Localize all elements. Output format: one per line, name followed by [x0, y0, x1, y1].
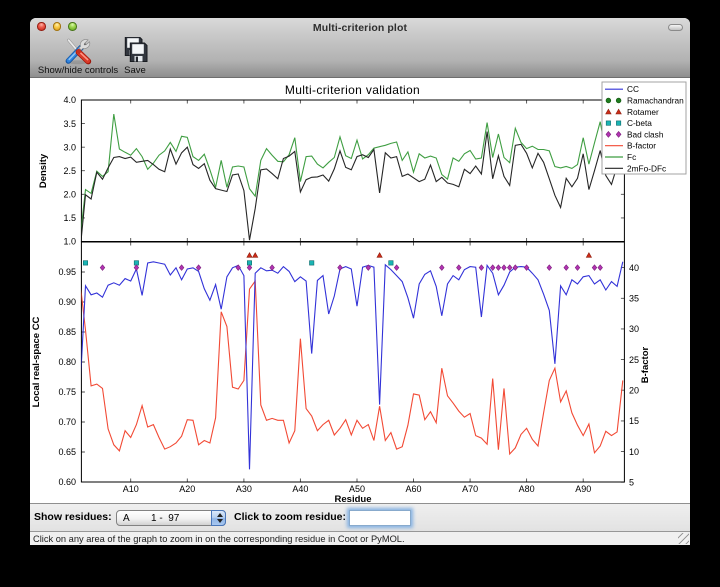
svg-text:A50: A50 [349, 484, 365, 494]
svg-text:1.5: 1.5 [63, 213, 76, 223]
svg-text:30: 30 [629, 324, 639, 334]
svg-text:25: 25 [629, 355, 639, 365]
svg-text:B-factor: B-factor [640, 346, 651, 383]
svg-text:0.70: 0.70 [58, 417, 76, 427]
svg-text:Local real-space CC: Local real-space CC [31, 316, 42, 407]
svg-text:0.95: 0.95 [58, 267, 76, 277]
svg-text:A90: A90 [575, 484, 591, 494]
svg-text:A10: A10 [123, 484, 139, 494]
svg-text:A60: A60 [405, 484, 421, 494]
svg-text:Multi-criterion validation: Multi-criterion validation [285, 83, 420, 97]
svg-text:0.85: 0.85 [58, 327, 76, 337]
svg-text:Ramachandran: Ramachandran [627, 96, 684, 106]
svg-text:3.5: 3.5 [63, 119, 76, 129]
svg-text:2mFo-DFc: 2mFo-DFc [627, 163, 666, 173]
svg-text:Density: Density [38, 153, 49, 188]
svg-text:1.0: 1.0 [63, 237, 76, 247]
svg-text:0.65: 0.65 [58, 447, 76, 457]
svg-text:4.0: 4.0 [63, 95, 76, 105]
svg-text:CC: CC [627, 84, 639, 94]
svg-text:A20: A20 [179, 484, 195, 494]
svg-text:Residue: Residue [335, 494, 372, 503]
svg-text:10: 10 [629, 447, 639, 457]
svg-text:Fc: Fc [627, 152, 636, 162]
svg-text:0.80: 0.80 [58, 357, 76, 367]
svg-text:20: 20 [629, 385, 639, 395]
svg-text:3.0: 3.0 [63, 142, 76, 152]
svg-text:5: 5 [629, 477, 634, 487]
svg-text:0.75: 0.75 [58, 387, 76, 397]
svg-text:0.60: 0.60 [58, 477, 76, 487]
svg-text:40: 40 [629, 263, 639, 273]
svg-text:2.0: 2.0 [63, 190, 76, 200]
svg-text:A40: A40 [292, 484, 308, 494]
svg-text:A30: A30 [236, 484, 252, 494]
svg-text:A80: A80 [519, 484, 535, 494]
svg-text:15: 15 [629, 416, 639, 426]
svg-text:35: 35 [629, 294, 639, 304]
svg-text:A70: A70 [462, 484, 478, 494]
svg-text:B-factor: B-factor [627, 141, 656, 151]
svg-text:0.90: 0.90 [58, 297, 76, 307]
svg-text:Rotamer: Rotamer [627, 107, 659, 117]
svg-text:C-beta: C-beta [627, 118, 652, 128]
svg-text:Bad clash: Bad clash [627, 129, 664, 139]
svg-text:2.5: 2.5 [63, 166, 76, 176]
